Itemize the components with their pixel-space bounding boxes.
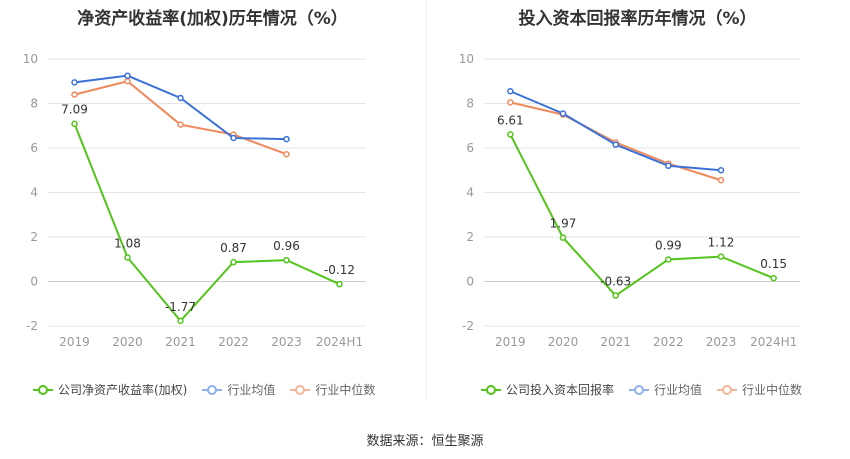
data-point-average	[717, 167, 725, 174]
data-label: 0.99	[655, 238, 682, 252]
y-tick-label: 4	[466, 186, 474, 200]
data-label: 0.87	[220, 241, 247, 255]
data-point-company	[336, 280, 343, 288]
data-point-company	[717, 253, 725, 260]
x-tick-label: 2021	[165, 335, 196, 349]
legend-company-label: 公司净资产收益率(加权)	[58, 383, 188, 397]
data-label: 7.09	[61, 103, 88, 117]
y-tick-label: 2	[30, 230, 38, 244]
data-point-median	[124, 78, 131, 85]
legend-average-label: 行业均值	[654, 383, 703, 397]
x-tick-label: 2024H1	[750, 335, 797, 349]
x-tick-label: 2019	[495, 335, 526, 349]
data-point-median	[71, 91, 78, 98]
series-line-company	[73, 123, 340, 323]
legend-median-label: 行业中位数	[742, 383, 803, 397]
legend-median-label: 行业中位数	[315, 383, 376, 397]
roe-legend: 公司净资产收益率(加权) 行业均值 行业中位数	[32, 381, 389, 398]
data-label: -0.12	[324, 263, 355, 277]
legend-company-icon	[33, 384, 53, 395]
legend-median-icon	[290, 384, 311, 395]
series-line-average	[74, 74, 287, 141]
x-tick-label: 2019	[59, 335, 90, 349]
legend-median-icon	[717, 384, 738, 395]
data-point-average	[665, 162, 672, 170]
x-tick-label: 2023	[271, 335, 302, 349]
y-tick-label: 6	[466, 141, 474, 155]
legend-item-median[interactable]: 行业中位数	[289, 381, 375, 398]
legend-item-average[interactable]: 行业均值	[628, 381, 702, 398]
x-tick-label: 2020	[548, 335, 579, 349]
roic-chart-title: 投入资本回报率历年情况（%）	[518, 9, 757, 29]
data-point-company	[177, 317, 184, 325]
x-tick-label: 2023	[706, 335, 737, 349]
x-tick-label: 2024H1	[316, 335, 363, 349]
data-point-average	[612, 141, 619, 148]
data-point-average	[177, 94, 184, 102]
legend-average-icon	[202, 384, 223, 395]
x-tick-label: 2022	[218, 335, 249, 349]
data-point-average	[230, 134, 237, 142]
roic-chart-plot: -2 0 2 4 6 8 10 2019 2020 2021 2022 2023 2024H1 6.61 1…	[459, 52, 800, 349]
data-point-average	[71, 79, 78, 86]
x-tick-label: 2020	[112, 335, 143, 349]
y-tick-label: 0	[30, 275, 38, 289]
legend-average-icon	[629, 384, 650, 395]
data-point-company	[612, 292, 619, 299]
data-label: 6.61	[497, 113, 524, 127]
data-point-average	[283, 135, 290, 143]
roe-chart: 净资产收益率(加权)历年情况（%） -2 0 2 4 6 8 10 2019 2020 2021 2…	[0, 0, 425, 420]
data-point-company	[559, 234, 567, 241]
data-point-average	[559, 110, 567, 117]
roe-chart-plot: -2 0 2 4 6 8 10 2019 2020 2021 2022 2023 2024H1 7.09 1…	[23, 52, 366, 349]
data-point-median	[283, 150, 290, 158]
data-point-company	[283, 256, 290, 264]
legend-company-icon	[481, 384, 501, 395]
data-label: 1.97	[550, 217, 577, 231]
data-label: 1.08	[114, 236, 141, 250]
y-tick-label: 10	[23, 52, 38, 66]
y-tick-label: 8	[30, 97, 38, 111]
legend-item-average[interactable]: 行业均值	[201, 381, 275, 398]
y-tick-label: -2	[26, 319, 38, 333]
legend-company-label: 公司投入资本回报率	[506, 383, 615, 397]
data-point-company	[770, 274, 777, 282]
data-point-median	[717, 177, 725, 184]
legend-item-company[interactable]: 公司投入资本回报率	[480, 381, 614, 398]
y-tick-label: 8	[466, 97, 474, 111]
data-point-average	[507, 88, 514, 95]
data-point-company	[230, 258, 237, 266]
series-line-company	[509, 133, 775, 297]
series-line-median	[74, 80, 287, 156]
x-tick-label: 2022	[653, 335, 684, 349]
data-point-company	[124, 254, 131, 261]
y-tick-label: 0	[466, 275, 474, 289]
data-label: 1.12	[708, 236, 735, 250]
y-tick-label: -2	[462, 319, 474, 333]
chart-divider	[426, 0, 427, 400]
data-point-company	[507, 131, 514, 138]
y-tick-label: 6	[30, 141, 38, 155]
data-label: -0.63	[600, 275, 631, 289]
data-label: 0.15	[760, 257, 787, 271]
data-point-median	[177, 121, 184, 128]
data-source-note: 数据来源：恒生聚源	[366, 434, 484, 449]
data-label: 0.96	[273, 239, 300, 253]
data-point-company	[71, 120, 78, 127]
roic-chart: 投入资本回报率历年情况（%） -2 0 2 4 6 8 10 2019 2020 2021 2022…	[425, 0, 850, 420]
roe-chart-title: 净资产收益率(加权)历年情况（%）	[77, 9, 348, 29]
data-point-average	[124, 72, 131, 79]
y-tick-label: 4	[30, 186, 38, 200]
y-tick-label: 10	[459, 52, 474, 66]
roic-legend: 公司投入资本回报率 行业均值 行业中位数	[480, 381, 816, 398]
data-label: -1.77	[165, 300, 196, 314]
legend-average-label: 行业均值	[227, 383, 276, 397]
data-point-median	[507, 99, 514, 106]
legend-item-company[interactable]: 公司净资产收益率(加权)	[32, 381, 187, 398]
legend-item-median[interactable]: 行业中位数	[716, 381, 802, 398]
x-tick-label: 2021	[600, 335, 631, 349]
y-tick-label: 2	[466, 230, 474, 244]
data-point-company	[665, 256, 672, 263]
